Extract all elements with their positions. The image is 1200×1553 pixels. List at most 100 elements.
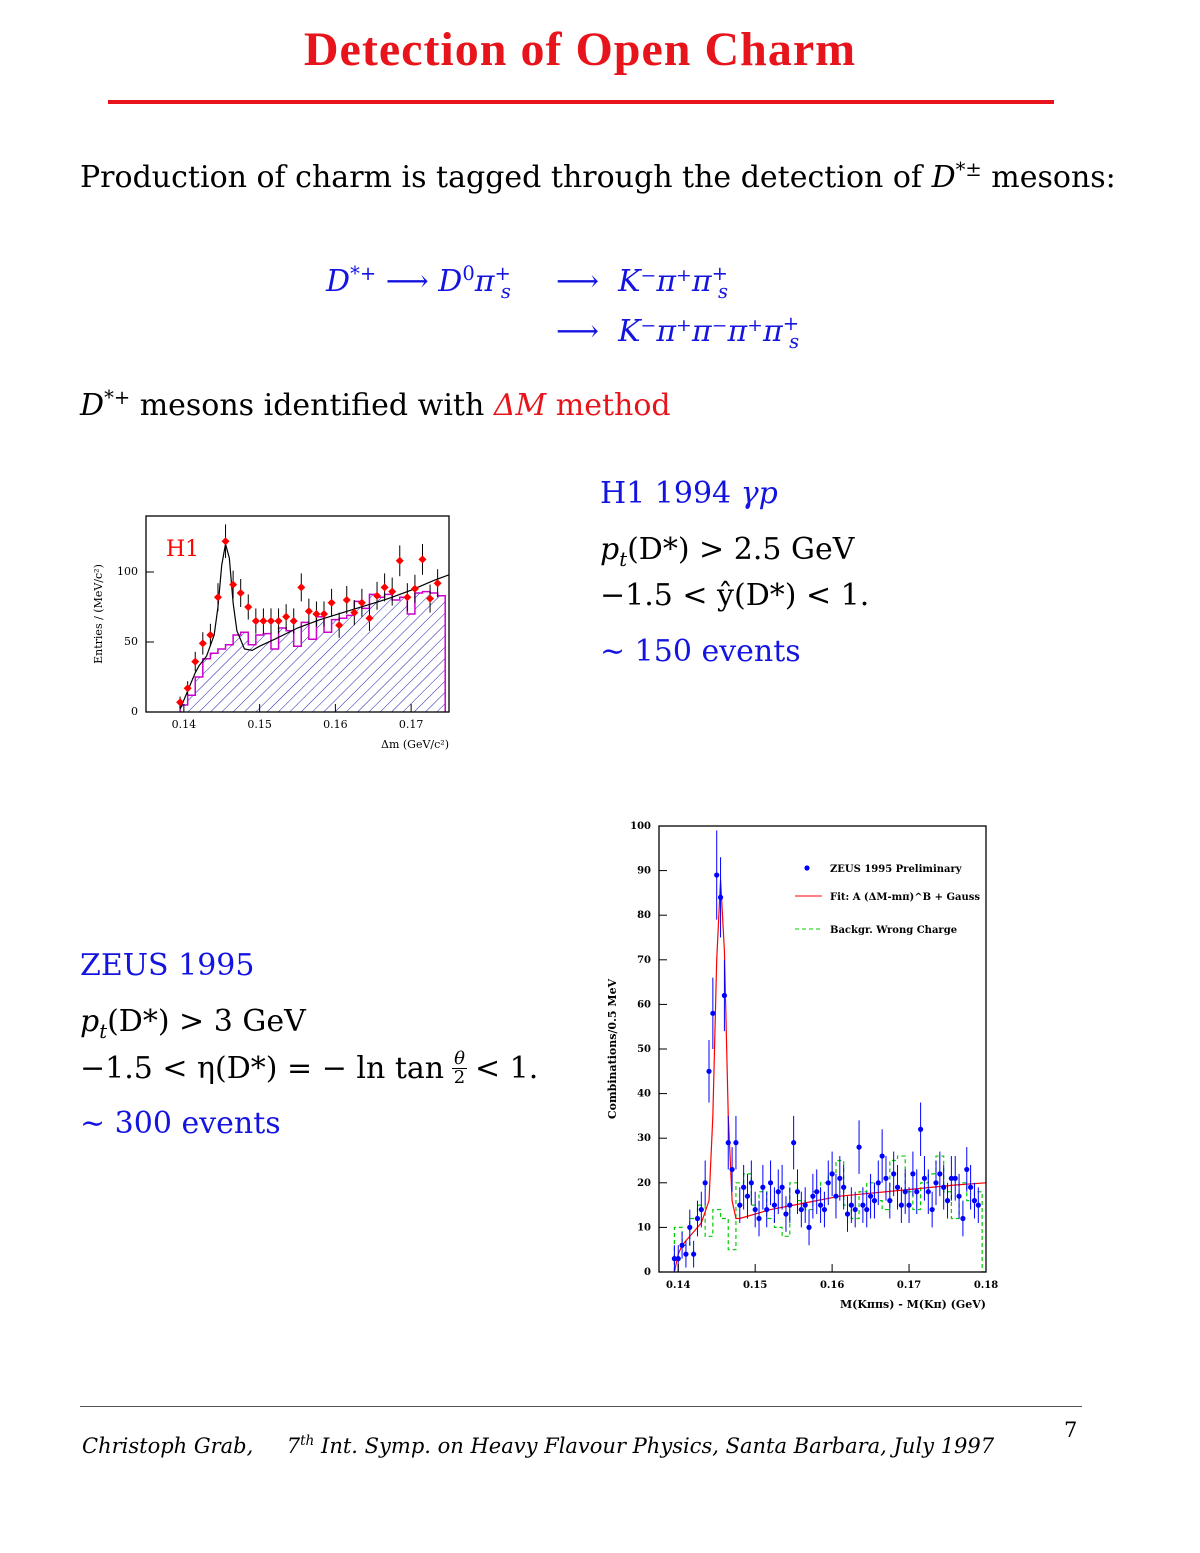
data-point <box>825 1180 831 1186</box>
data-point <box>675 1256 681 1262</box>
data-point <box>289 617 298 625</box>
zeus-events: ∼ 300 events <box>80 1106 281 1141</box>
h1-cut-pt-sub: t <box>619 548 628 571</box>
h1-cut-pt-rest: (D*) > 2.5 GeV <box>627 532 855 567</box>
zeus-fraction-num: θ <box>452 1048 467 1069</box>
x-axis-label: M(Kππs) - M(Kπ) (GeV) <box>840 1298 986 1311</box>
x-tick-label: 0.14 <box>666 1280 690 1291</box>
data-point <box>388 587 397 596</box>
footer: Christoph Grab, 7th Int. Symp. on Heavy … <box>82 1434 994 1458</box>
data-point <box>829 1171 835 1177</box>
data-point <box>304 607 313 616</box>
data-point <box>691 1251 697 1257</box>
data-point <box>894 1184 901 1190</box>
data-point <box>971 1198 978 1204</box>
intro-sup: *± <box>955 158 982 181</box>
data-point <box>760 1184 766 1190</box>
zeus-cut-eta: −1.5 < η(D*) = − ln tan θ 2 < 1. <box>80 1050 538 1087</box>
decay-chain-2-sub: s <box>789 330 800 353</box>
data-point <box>933 1180 939 1186</box>
h1-heading-symbol: γp <box>740 476 778 511</box>
x-tick-label: 0.17 <box>897 1280 921 1291</box>
y-tick-label: 0 <box>644 1267 651 1278</box>
data-point <box>297 583 306 592</box>
data-point <box>879 1153 885 1159</box>
data-point <box>418 555 427 564</box>
data-point <box>798 1206 804 1213</box>
data-point <box>683 1251 689 1257</box>
data-point <box>902 1189 908 1195</box>
x-axis-label: Δm (GeV/c²) <box>381 738 449 751</box>
h1-heading-text: H1 1994 <box>600 476 732 511</box>
data-point <box>948 1175 954 1181</box>
decay-chain-1: ⟶ K⁻π⁺π+s <box>556 264 728 302</box>
data-point <box>229 580 238 589</box>
data-point <box>694 1215 701 1222</box>
decay-lhs: D*+ ⟶ D0π+s <box>326 262 511 302</box>
data-point <box>929 1206 935 1213</box>
data-point <box>725 1140 731 1146</box>
y-tick-label: 90 <box>637 866 651 877</box>
decay-lhs-symbol: D <box>326 264 351 299</box>
data-point <box>779 1184 785 1190</box>
zeus-cut-pt-sub: t <box>99 1020 108 1043</box>
data-point <box>213 593 222 602</box>
decay-mid-pi-sup: + <box>494 262 511 285</box>
data-point <box>410 584 419 593</box>
data-point <box>426 594 435 603</box>
zeus-cut-eta-a: −1.5 < η(D*) = − ln tan <box>80 1051 445 1086</box>
data-point <box>787 1202 793 1208</box>
decay-arrow-1: ⟶ <box>385 264 429 299</box>
data-point <box>771 1202 778 1208</box>
data-point <box>867 1193 874 1199</box>
data-point <box>856 1144 862 1150</box>
h1-heading: H1 1994 γp <box>600 476 778 511</box>
data-point <box>183 684 192 693</box>
data-point <box>791 1140 797 1146</box>
y-tick-label: 50 <box>637 1044 651 1055</box>
h1-events: ∼ 150 events <box>600 634 801 669</box>
fit-curve <box>179 543 450 710</box>
data-point <box>848 1202 854 1208</box>
h1-label: H1 <box>166 537 199 562</box>
data-point <box>956 1193 962 1199</box>
data-point <box>737 1202 743 1208</box>
data-point <box>706 1068 712 1074</box>
zeus-cut-pt-rest: (D*) > 3 GeV <box>107 1004 306 1039</box>
decay-chain-1-text: K⁻π⁺π <box>618 264 712 299</box>
legend-marker-points <box>804 865 810 871</box>
zeus-cut-eta-b: < 1. <box>474 1051 539 1086</box>
data-point <box>764 1206 770 1213</box>
data-point <box>433 579 442 588</box>
data-point <box>883 1175 889 1181</box>
data-point <box>767 1180 774 1186</box>
y-tick-label: 70 <box>637 955 651 966</box>
dm-symbol: D <box>80 388 105 423</box>
dm-method-symbol: ΔM <box>493 388 547 423</box>
data-point <box>875 1180 881 1186</box>
decay-arrow-2: ⟶ <box>556 264 600 299</box>
y-axis-label: Entries / (MeV/c²) <box>92 564 105 664</box>
data-point <box>327 598 336 607</box>
data-point <box>941 1184 947 1190</box>
data-point <box>221 537 230 546</box>
data-point <box>350 608 359 617</box>
y-tick-label: 20 <box>637 1178 651 1189</box>
zeus-heading: ZEUS 1995 <box>80 948 255 983</box>
hist-fill <box>180 591 446 712</box>
data-point <box>710 1010 716 1016</box>
legend-entry: ZEUS 1995 Preliminary <box>830 864 963 875</box>
decay-chain-2-sup: + <box>782 312 800 335</box>
footer-rule <box>80 1406 1082 1407</box>
data-point <box>802 1202 808 1208</box>
data-point <box>671 1256 677 1262</box>
data-point <box>251 617 260 625</box>
footer-author: Christoph Grab, <box>82 1434 254 1458</box>
dm-sup: *+ <box>104 386 131 409</box>
data-point <box>679 1242 685 1248</box>
page-title: Detection of Open Charm <box>303 23 857 76</box>
data-point <box>794 1189 801 1195</box>
data-point <box>191 657 200 666</box>
data-point <box>841 1184 847 1190</box>
decay-chain-2: ⟶ K⁻π⁺π⁻π⁺π+s <box>556 312 800 352</box>
